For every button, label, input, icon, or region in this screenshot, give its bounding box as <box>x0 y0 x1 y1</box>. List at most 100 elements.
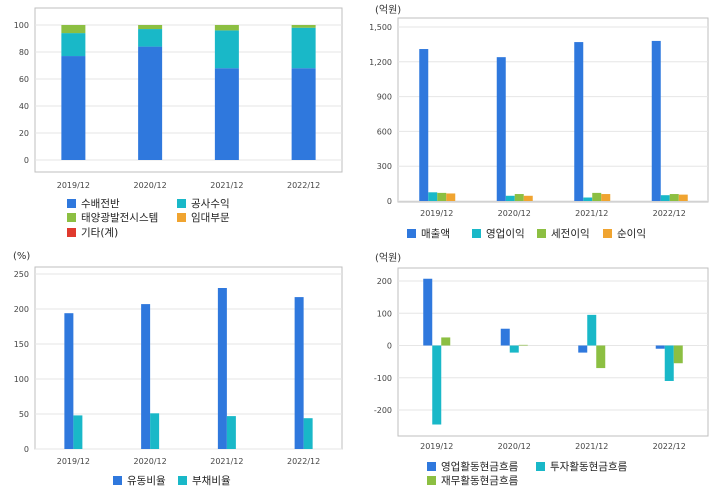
bar-부채비율 <box>73 415 83 449</box>
bar-순이익 <box>678 194 688 201</box>
bar-매출액 <box>419 49 429 201</box>
bar-재무활동현금흐름 <box>673 345 683 364</box>
bar-재무활동현금흐름 <box>518 344 528 346</box>
bar-투자활동현금흐름 <box>587 314 597 346</box>
bar-재무활동현금흐름 <box>596 345 606 369</box>
y-tick-label: 50 <box>19 410 29 419</box>
legend-swatch <box>178 476 187 485</box>
legend-label: 재무활동현금흐름 <box>441 474 519 487</box>
legend-swatch <box>537 229 546 238</box>
y-tick-label: 1,500 <box>369 23 392 32</box>
y-tick-label: 600 <box>377 127 392 136</box>
legend-swatch <box>113 476 122 485</box>
x-tick-label: 2019/12 <box>57 181 90 190</box>
unit-label: (억원) <box>375 252 401 264</box>
x-tick-label: 2020/12 <box>498 442 531 451</box>
bar-세전이익 <box>592 192 602 201</box>
bar-매출액 <box>651 40 661 201</box>
legend-label: 영업이익 <box>486 227 525 240</box>
bar-세전이익 <box>669 194 679 201</box>
bar-공사수익 <box>291 27 316 69</box>
x-tick-label: 2019/12 <box>57 457 90 466</box>
bar-공사수익 <box>61 33 86 57</box>
legend-label: 임대부문 <box>191 211 230 224</box>
y-tick-label: 0 <box>24 445 29 454</box>
x-tick-label: 2021/12 <box>210 181 243 190</box>
bar-순이익 <box>446 193 456 201</box>
bar-재무활동현금흐름 <box>441 337 451 346</box>
x-tick-label: 2020/12 <box>498 209 531 218</box>
bar-수배전반 <box>291 68 316 160</box>
unit-label: (%) <box>13 251 30 262</box>
legend-swatch <box>427 462 436 471</box>
y-tick-label: -100 <box>374 374 392 383</box>
legend-label: 태양광발전시스템 <box>81 212 158 224</box>
y-tick-label: 80 <box>19 48 29 57</box>
y-tick-label: 60 <box>19 75 29 84</box>
bar-태양광발전시스템 <box>214 25 239 31</box>
legend-label: 공사수익 <box>191 198 230 210</box>
legend-swatch <box>67 199 76 208</box>
legend-label: 순이익 <box>617 228 646 240</box>
y-tick-label: 100 <box>377 309 392 318</box>
bar-태양광발전시스템 <box>138 25 163 30</box>
bar-유동비율 <box>294 297 304 449</box>
plot-area <box>397 17 709 203</box>
x-tick-label: 2019/12 <box>420 209 453 218</box>
bar-영업활동현금흐름 <box>578 345 588 353</box>
bar-순이익 <box>601 194 611 201</box>
y-tick-label: 20 <box>19 129 29 138</box>
bar-유동비율 <box>64 313 74 449</box>
legend-swatch <box>536 462 545 471</box>
bar-영업활동현금흐름 <box>655 345 665 349</box>
bar-수배전반 <box>138 46 163 160</box>
bar-매출액 <box>496 57 506 201</box>
bar-영업이익 <box>505 195 515 201</box>
legend-swatch <box>603 229 612 238</box>
legend-label: 세전이익 <box>551 228 590 240</box>
legend-label: 유동비율 <box>127 475 166 487</box>
bar-수배전반 <box>214 68 239 160</box>
legend-swatch <box>67 228 76 237</box>
bar-수배전반 <box>61 56 86 160</box>
y-tick-label: 0 <box>387 197 392 206</box>
y-tick-label: 900 <box>377 93 392 102</box>
x-tick-label: 2022/12 <box>287 181 320 190</box>
bar-영업이익 <box>660 195 670 201</box>
chart-3: 0 50 100 150 200 250 (%) 2019/12 2020/12 2021/12 2… <box>13 251 343 487</box>
chart-2: 0 300 600 900 1,200 1,500 (억원) 2019/12 2020/12 20… <box>369 4 709 240</box>
legend-label: 투자활동현금흐름 <box>550 460 628 473</box>
x-tick-label: 2022/12 <box>287 457 320 466</box>
y-tick-label: 300 <box>377 162 392 171</box>
legend-swatch <box>407 229 416 238</box>
plot-area <box>34 7 343 173</box>
x-tick-label: 2022/12 <box>653 209 686 218</box>
x-tick-label: 2021/12 <box>575 209 608 218</box>
bar-매출액 <box>574 42 584 201</box>
bar-투자활동현금흐름 <box>664 345 674 381</box>
bar-영업활동현금흐름 <box>423 278 433 346</box>
legend-label: 수배전반 <box>81 198 120 210</box>
bar-영업활동현금흐름 <box>500 328 510 346</box>
bar-부채비율 <box>226 416 236 449</box>
y-tick-label: 150 <box>14 340 29 349</box>
legend-label: 영업활동현금흐름 <box>441 460 519 473</box>
x-tick-label: 2020/12 <box>134 457 167 466</box>
y-tick-label: 250 <box>14 270 29 279</box>
legend-swatch <box>472 229 481 238</box>
bar-영업이익 <box>428 192 438 201</box>
bar-투자활동현금흐름 <box>432 345 442 425</box>
bar-부채비율 <box>303 418 313 449</box>
bar-세전이익 <box>437 192 447 201</box>
bar-투자활동현금흐름 <box>509 345 519 353</box>
bar-태양광발전시스템 <box>61 25 86 34</box>
bar-공사수익 <box>214 30 239 69</box>
y-tick-label: -200 <box>374 406 392 415</box>
bar-태양광발전시스템 <box>291 25 316 28</box>
legend-swatch <box>427 476 436 485</box>
y-tick-label: 0 <box>387 342 392 351</box>
legend-swatch <box>177 213 186 222</box>
y-tick-label: 1,200 <box>369 58 392 67</box>
y-tick-label: 200 <box>14 305 29 314</box>
